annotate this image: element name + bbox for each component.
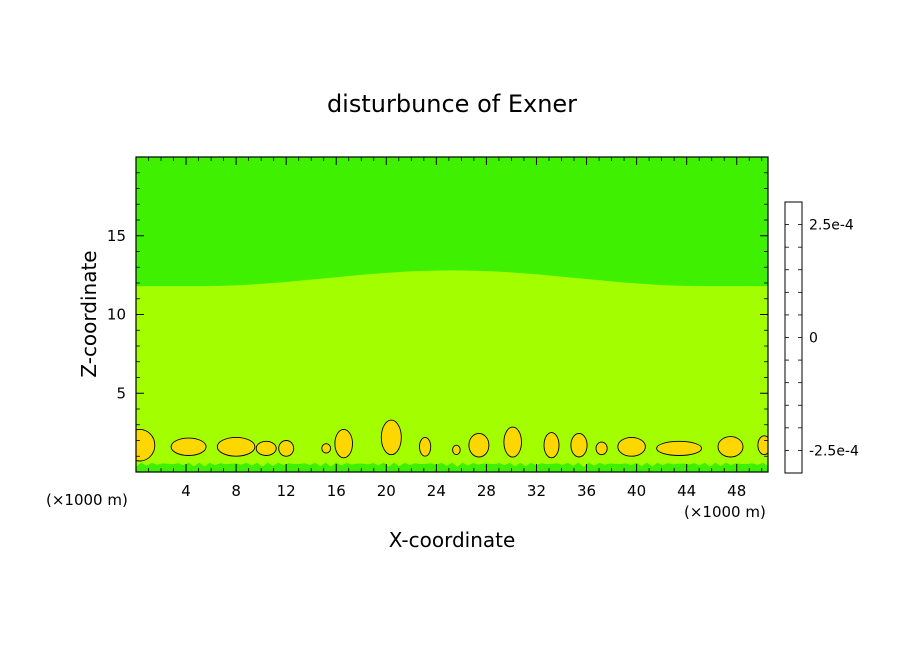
x-tick-label: 48 [727, 482, 746, 500]
x-tick-label: 36 [577, 482, 596, 500]
positive-cell [570, 432, 588, 458]
positive-cell [321, 443, 332, 454]
x-tick-label: 24 [427, 482, 446, 500]
x-tick-label: 28 [477, 482, 496, 500]
colorbar-tick-label: 2.5e-4 [809, 218, 854, 234]
positive-cell [503, 426, 522, 458]
positive-cell [334, 428, 353, 459]
positive-cell [656, 440, 703, 456]
y-tick-label: 5 [116, 384, 126, 402]
y-axis-label: Z-coordinate [77, 250, 101, 377]
colorbar-tick-label: -2.5e-4 [809, 443, 859, 459]
x-tick-label: 12 [277, 482, 296, 500]
positive-cell [617, 436, 646, 457]
x-axis: 4 8 12 16 20 24 28 32 36 40 44 48 [148, 157, 763, 500]
x-axis-label: X-coordinate [389, 528, 516, 552]
x-tick-label: 8 [231, 482, 241, 500]
x-tick-label: 32 [527, 482, 546, 500]
y-tick-label: 10 [107, 306, 126, 324]
positive-cell [717, 436, 744, 458]
x-unit-left: (×1000 m) [46, 491, 128, 509]
positive-cell [452, 444, 461, 456]
positive-cell [136, 428, 156, 462]
colorbar-tick-label: 0 [809, 331, 818, 347]
x-tick-label: 16 [327, 482, 346, 500]
positive-cell [419, 436, 432, 457]
x-tick-label: 44 [677, 482, 696, 500]
positive-cell [216, 436, 256, 457]
positive-cell [255, 440, 277, 456]
x-tick-label: 4 [181, 482, 191, 500]
positive-cell [468, 432, 490, 458]
x-tick-label: 20 [377, 482, 396, 500]
positive-cell [380, 419, 402, 456]
x-unit-right: (×1000 m) [684, 503, 766, 521]
upper-region [136, 157, 768, 287]
x-tick-label: 40 [627, 482, 646, 500]
chart-title: disturbunce of Exner [327, 90, 577, 118]
positive-cell [278, 440, 295, 457]
positive-cell [170, 437, 207, 456]
positive-cell [757, 435, 768, 456]
near-surface-band [136, 462, 768, 472]
colorbar: 2.5e-4 0 -2.5e-4 [784, 201, 859, 474]
positive-cell [595, 441, 608, 456]
positive-cell [543, 432, 560, 459]
y-tick-label: 15 [107, 227, 126, 245]
y-axis: 5 10 15 [107, 172, 768, 457]
plot-area [136, 157, 768, 472]
